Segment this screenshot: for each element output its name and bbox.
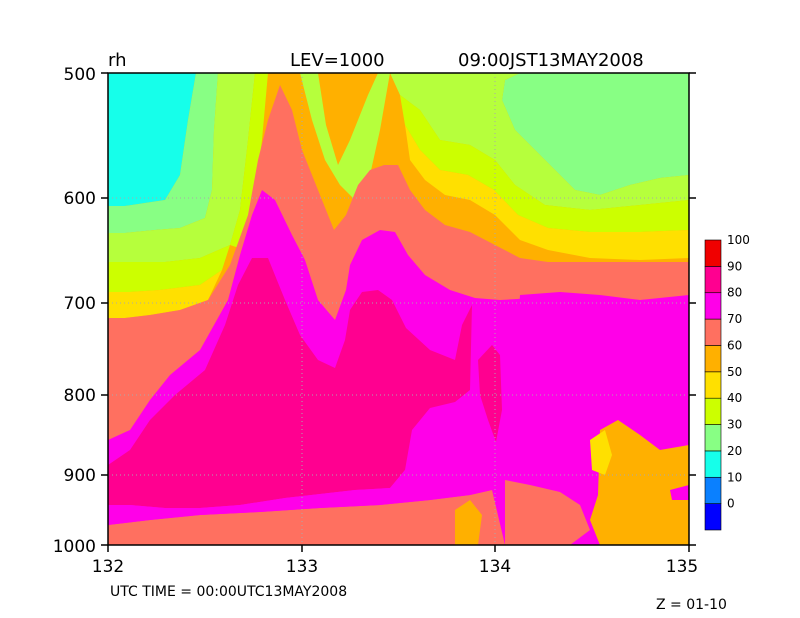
band-30	[108, 73, 218, 233]
band-50	[230, 73, 268, 250]
y-tick-label: 1000	[53, 537, 96, 557]
band-55	[108, 270, 222, 318]
band-80	[670, 485, 689, 500]
band-30	[502, 73, 689, 195]
colorbar-swatch	[704, 503, 722, 531]
y-tick-label: 800	[64, 386, 96, 406]
colorbar-swatch	[704, 424, 722, 452]
band-80	[505, 292, 689, 455]
y-tick-label: 900	[64, 466, 96, 486]
colorbar-label: 90	[727, 259, 742, 273]
axis-ticks	[101, 72, 696, 552]
colorbar-swatch	[704, 292, 722, 320]
footer-utc-time: UTC TIME = 00:00UTC13MAY2008	[110, 584, 347, 600]
colorbar-label: 80	[727, 286, 742, 300]
level-label: LEV=1000	[290, 50, 385, 71]
colorbar-swatch	[704, 345, 722, 373]
band-40	[300, 73, 390, 200]
contour-fill	[108, 73, 689, 545]
colorbar-swatch	[704, 476, 722, 504]
colorbar-swatch	[704, 397, 722, 425]
footer-z-range: Z = 01-10	[656, 597, 727, 613]
x-tick-label: 133	[286, 557, 318, 577]
x-tick-label: 135	[666, 557, 698, 577]
band-70	[505, 480, 590, 545]
colorbar-swatch	[704, 266, 722, 294]
colorbar-label: 70	[727, 312, 742, 326]
colorbar-label: 10	[727, 470, 742, 484]
colorbar-swatch	[704, 318, 722, 346]
colorbar-label: 0	[727, 497, 735, 511]
colorbar-label: 60	[727, 338, 742, 352]
y-tick-label: 500	[64, 65, 96, 85]
colorbar-label: 50	[727, 365, 742, 379]
colorbar-label: 100	[727, 233, 750, 247]
x-tick-label: 134	[479, 557, 511, 577]
variable-label: rh	[108, 50, 127, 71]
band-40	[390, 73, 689, 210]
band-80	[108, 470, 492, 525]
colorbar-swatch	[704, 450, 722, 478]
y-tick-label: 600	[64, 189, 96, 209]
band-55	[405, 125, 689, 260]
colorbar-swatch	[704, 371, 722, 399]
x-tick-label: 132	[92, 557, 124, 577]
grid-lines	[108, 73, 689, 545]
colorbar-label: 40	[727, 391, 742, 405]
band-60	[455, 500, 482, 545]
band-20	[108, 73, 196, 206]
colorbar: 0 10 20 30 40 50 60 70 80 90 100	[704, 233, 750, 531]
band-50	[108, 245, 230, 292]
time-label: 09:00JST13MAY2008	[458, 50, 644, 71]
band-50	[400, 95, 689, 232]
band-60	[590, 420, 689, 545]
band-90	[108, 258, 472, 508]
band-90	[478, 345, 502, 442]
colorbar-label: 30	[727, 418, 742, 432]
colorbar-swatch	[704, 239, 722, 267]
band-55	[590, 430, 612, 475]
band-70	[108, 490, 505, 545]
band-40	[108, 73, 255, 262]
colorbar-label: 20	[727, 444, 742, 458]
plot-frame	[107, 72, 690, 546]
y-tick-label: 700	[64, 294, 96, 314]
